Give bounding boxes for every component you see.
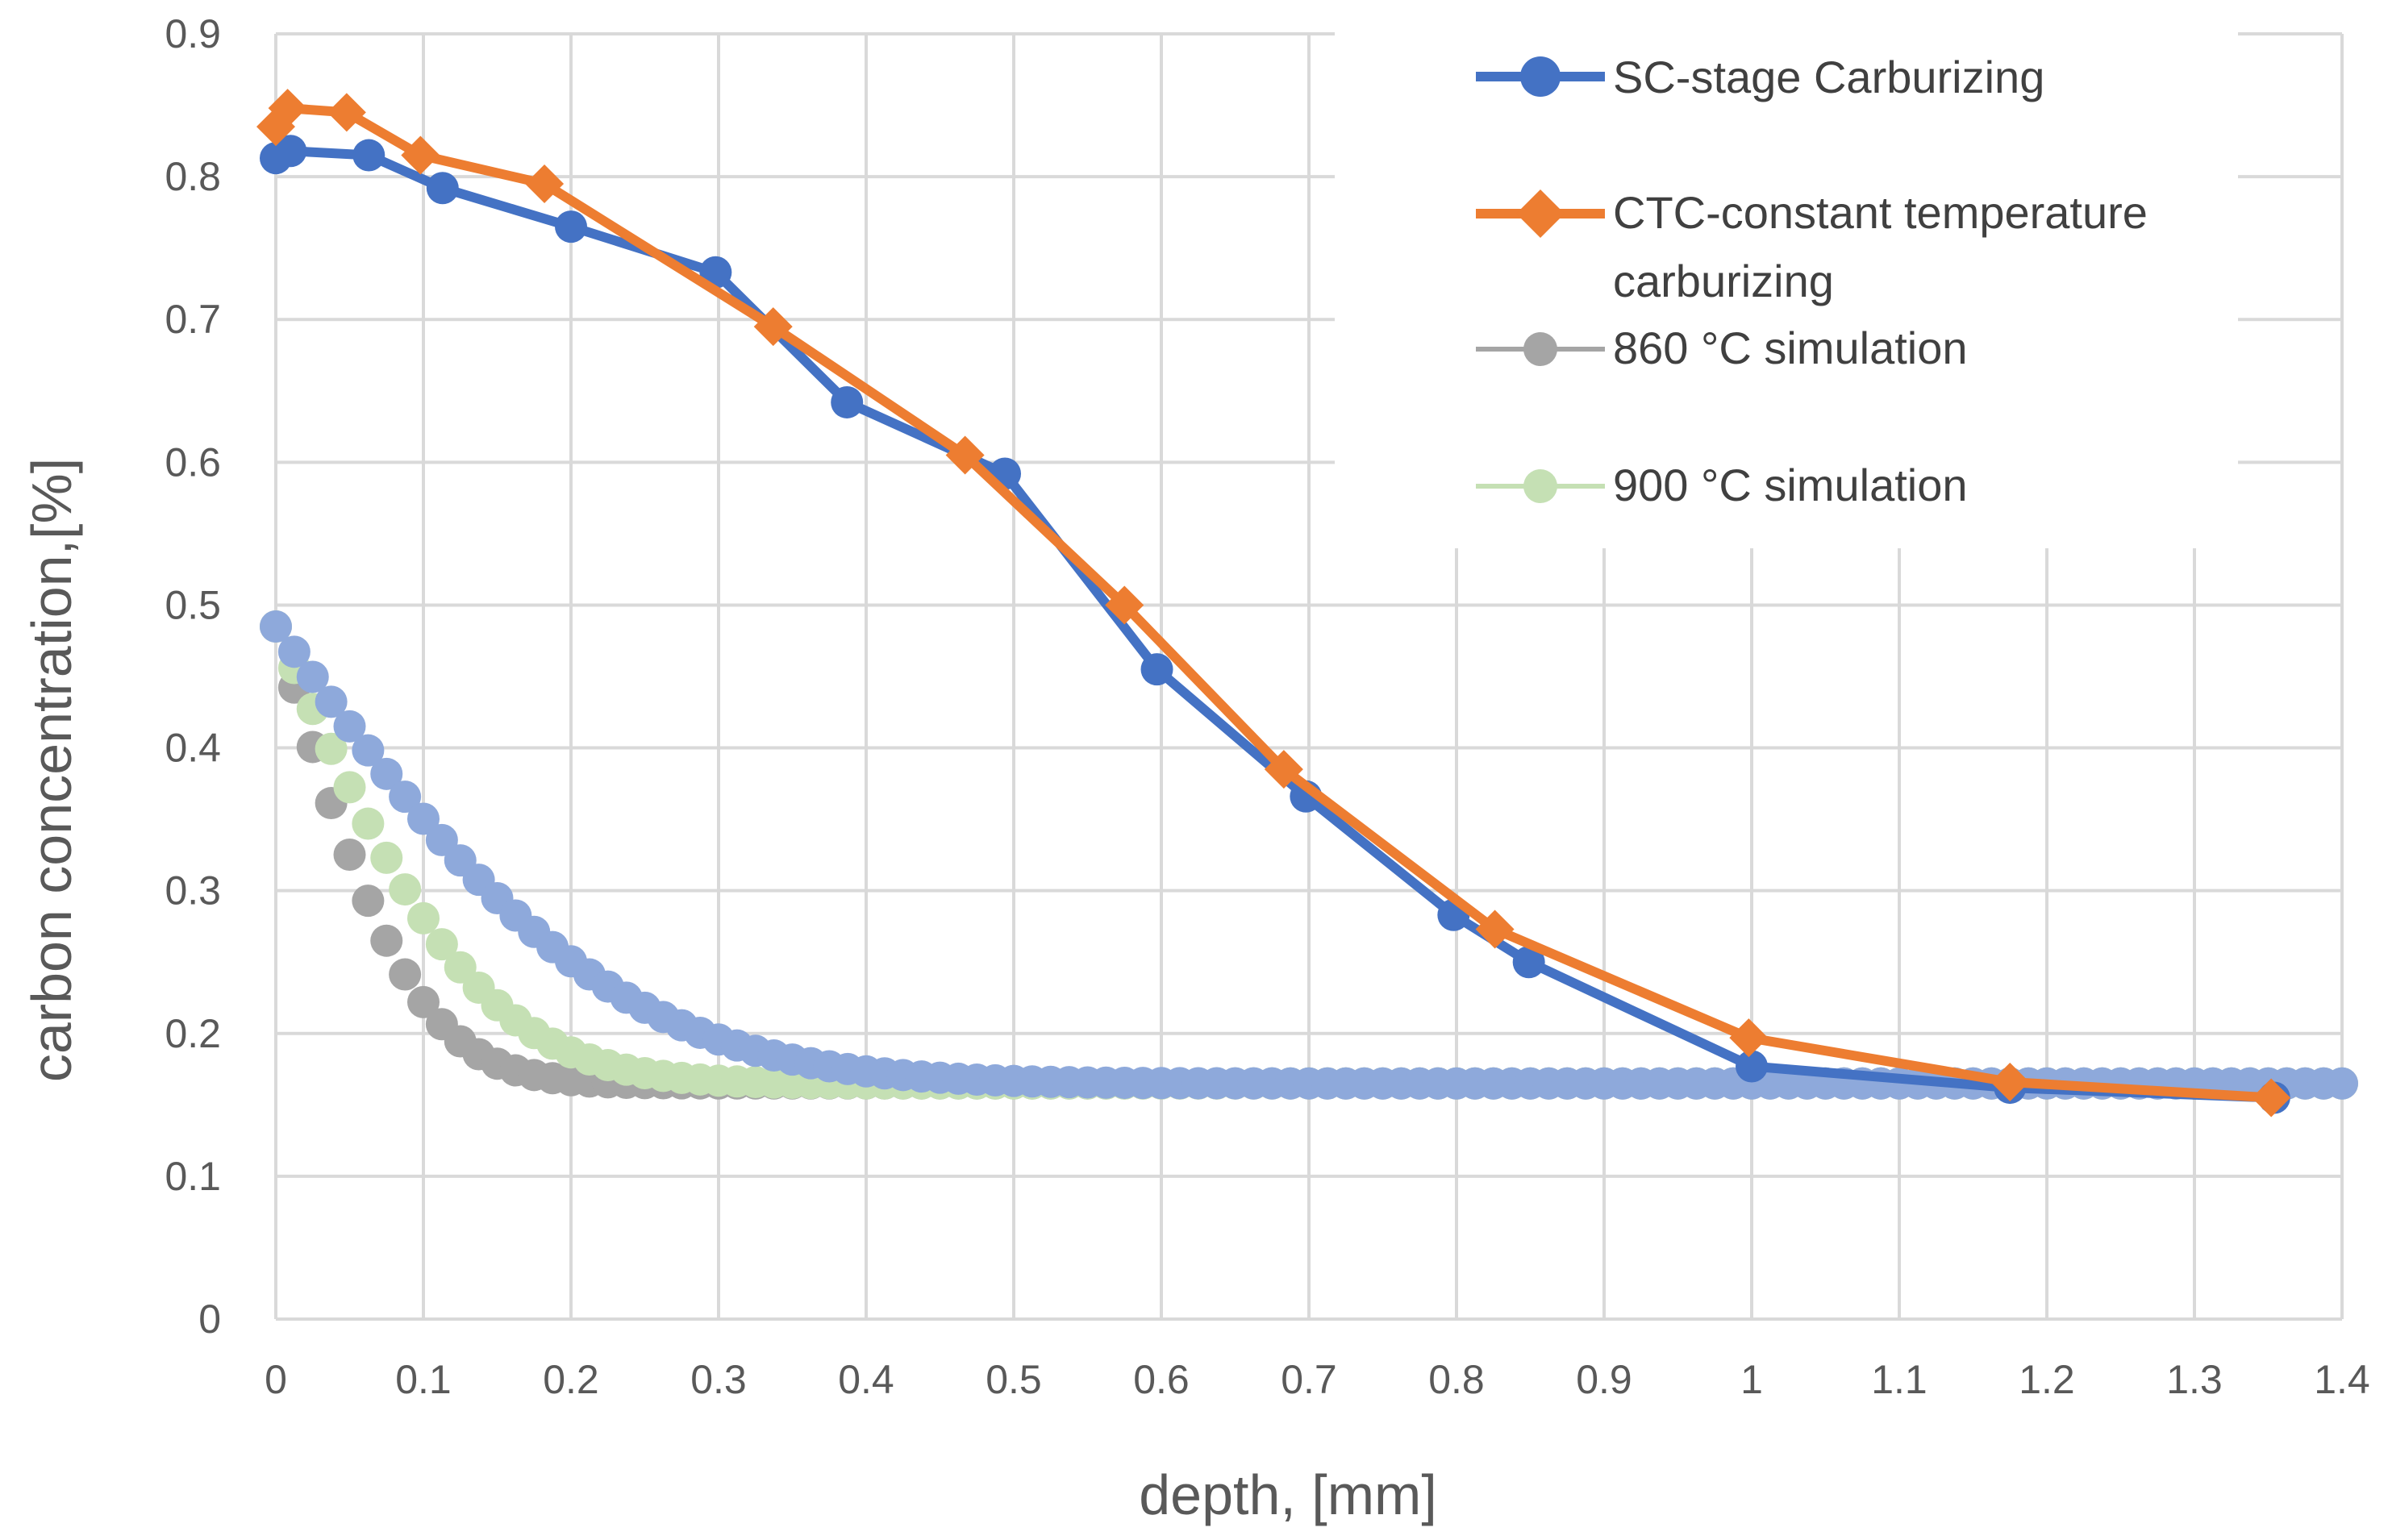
sim860-point bbox=[333, 839, 366, 872]
y-tick-label: 0.8 bbox=[165, 154, 221, 199]
x-tick-label: 1.1 bbox=[1871, 1357, 1927, 1402]
y-tick-label: 0.9 bbox=[165, 11, 221, 56]
sim_blue-point bbox=[2326, 1067, 2358, 1100]
series-ctc bbox=[256, 89, 2291, 1118]
legend-label-line: CTC-constant temperature bbox=[1613, 187, 2148, 238]
y-tick-label: 0.4 bbox=[165, 726, 221, 771]
ctc-point bbox=[525, 164, 565, 203]
x-tick-label: 0.1 bbox=[395, 1357, 452, 1402]
sc-point bbox=[1736, 1050, 1768, 1083]
sim860-point bbox=[407, 985, 440, 1018]
legend-swatch-marker bbox=[1516, 189, 1565, 238]
series bbox=[256, 89, 2358, 1118]
sim900-point bbox=[370, 841, 403, 874]
legend: SC-stage Carburizing CTC-constant tempera… bbox=[1335, 24, 2238, 548]
legend-item-ctc: CTC-constant temperature carburizing bbox=[1476, 187, 2148, 306]
y-tick-label: 0.6 bbox=[165, 439, 221, 485]
sim860-point bbox=[370, 924, 403, 957]
x-tick-label: 0.7 bbox=[1281, 1357, 1337, 1402]
ctc-point bbox=[327, 93, 366, 132]
x-tick-label: 0.3 bbox=[690, 1357, 747, 1402]
legend-label: 900 °C simulation bbox=[1613, 460, 1968, 510]
sim860-point bbox=[352, 884, 385, 918]
ctc-point bbox=[268, 89, 307, 128]
ctc-point bbox=[1105, 585, 1144, 625]
sc-point bbox=[426, 172, 459, 205]
x-tick-label: 0.6 bbox=[1133, 1357, 1190, 1402]
legend-item-sim900: 900 °C simulation bbox=[1476, 460, 1968, 510]
x-tick-label: 0.8 bbox=[1428, 1357, 1485, 1402]
x-tick-label: 1 bbox=[1740, 1357, 1763, 1402]
sim900-point bbox=[407, 901, 440, 934]
sim900-point bbox=[315, 732, 348, 765]
y-tick-label: 0.2 bbox=[165, 1011, 221, 1056]
legend-label: SC-stage Carburizing bbox=[1613, 52, 2044, 102]
sc-point bbox=[1512, 946, 1545, 979]
ctc-point bbox=[753, 307, 793, 347]
ctc-point bbox=[401, 135, 440, 175]
sim900-point bbox=[352, 807, 385, 840]
x-tick-label: 0.5 bbox=[986, 1357, 1042, 1402]
legend-background bbox=[1335, 24, 2238, 548]
x-tick-label: 0.4 bbox=[838, 1357, 894, 1402]
y-axis-title: carbon concentration,[%] bbox=[20, 458, 83, 1082]
x-tick-label: 1.3 bbox=[2166, 1357, 2223, 1402]
ctc-point bbox=[1475, 909, 1515, 949]
ctc-point bbox=[1264, 750, 1303, 789]
sc-point bbox=[1140, 653, 1173, 686]
y-tick-label: 0.5 bbox=[165, 582, 221, 627]
sc-point bbox=[274, 135, 307, 168]
legend-label: CTC-constant temperature carburizing bbox=[1613, 187, 2148, 306]
x-tick-label: 0.9 bbox=[1576, 1357, 1632, 1402]
sim860-point bbox=[389, 958, 422, 991]
sim_blue-point bbox=[352, 734, 385, 767]
series-sc bbox=[260, 135, 2290, 1114]
legend-label: 860 °C simulation bbox=[1613, 323, 1968, 373]
ctc-point bbox=[1729, 1018, 1769, 1058]
sim900-point bbox=[425, 928, 458, 961]
legend-swatch-marker bbox=[1523, 469, 1557, 503]
y-tick-label: 0.7 bbox=[165, 297, 221, 342]
sc-point bbox=[831, 385, 864, 418]
ctc-point bbox=[945, 435, 985, 475]
sim_blue-point bbox=[389, 780, 422, 814]
sim_blue-point bbox=[407, 802, 440, 835]
sim_blue-point bbox=[277, 635, 310, 668]
axes: 0 0.1 0.2 0.3 0.4 0.5 0.6 0.7 0.8 0.9 1 1.1 1.2 1.3 1.… bbox=[165, 11, 2369, 1402]
sim_blue-point bbox=[315, 685, 348, 718]
sim_blue-point bbox=[333, 710, 366, 743]
ctc-point bbox=[1990, 1062, 2030, 1101]
series-sim_blue bbox=[260, 610, 2358, 1100]
legend-swatch-marker bbox=[1520, 56, 1561, 97]
y-tick-label: 0 bbox=[198, 1297, 221, 1342]
y-tick-label: 0.1 bbox=[165, 1154, 221, 1199]
sim_blue-point bbox=[260, 610, 292, 643]
y-tick-label: 0.3 bbox=[165, 868, 221, 914]
x-axis-title: depth, [mm] bbox=[1139, 1463, 1437, 1526]
legend-item-sim860: 860 °C simulation bbox=[1476, 323, 1968, 373]
sc-point bbox=[352, 139, 385, 172]
x-tick-label: 0.2 bbox=[543, 1357, 599, 1402]
x-tick-label: 1.4 bbox=[2314, 1357, 2370, 1402]
x-tick-label: 0 bbox=[265, 1357, 287, 1402]
sim900-point bbox=[389, 873, 422, 906]
ctc-point bbox=[2252, 1078, 2291, 1118]
x-tick-label: 1.2 bbox=[2019, 1357, 2075, 1402]
sim900-point bbox=[333, 771, 366, 804]
sc-point bbox=[555, 210, 587, 243]
legend-swatch-marker bbox=[1523, 332, 1557, 366]
legend-label-line: carburizing bbox=[1613, 256, 1834, 306]
legend-item-sc: SC-stage Carburizing bbox=[1476, 52, 2044, 102]
sim_blue-point bbox=[296, 660, 329, 693]
sim_blue-point bbox=[370, 757, 403, 790]
